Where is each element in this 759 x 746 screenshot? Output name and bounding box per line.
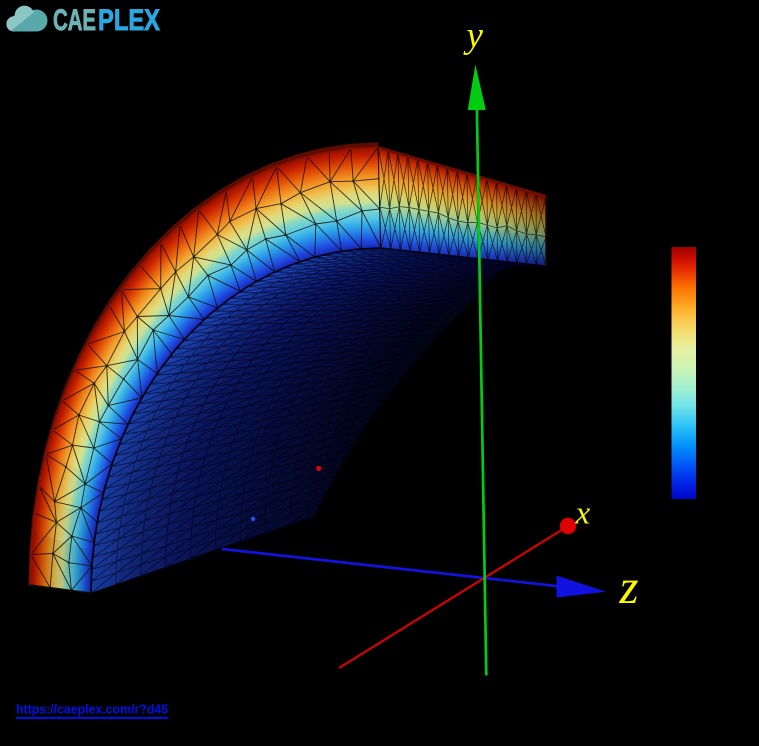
svg-text:z: z bbox=[619, 559, 639, 614]
svg-text:https://caeplex.com/r?d45: https://caeplex.com/r?d45 bbox=[16, 702, 168, 717]
svg-text:PLEX: PLEX bbox=[98, 4, 160, 37]
svg-text:y: y bbox=[463, 15, 484, 56]
svg-text:CAE: CAE bbox=[53, 4, 96, 37]
svg-text:x: x bbox=[575, 496, 591, 532]
